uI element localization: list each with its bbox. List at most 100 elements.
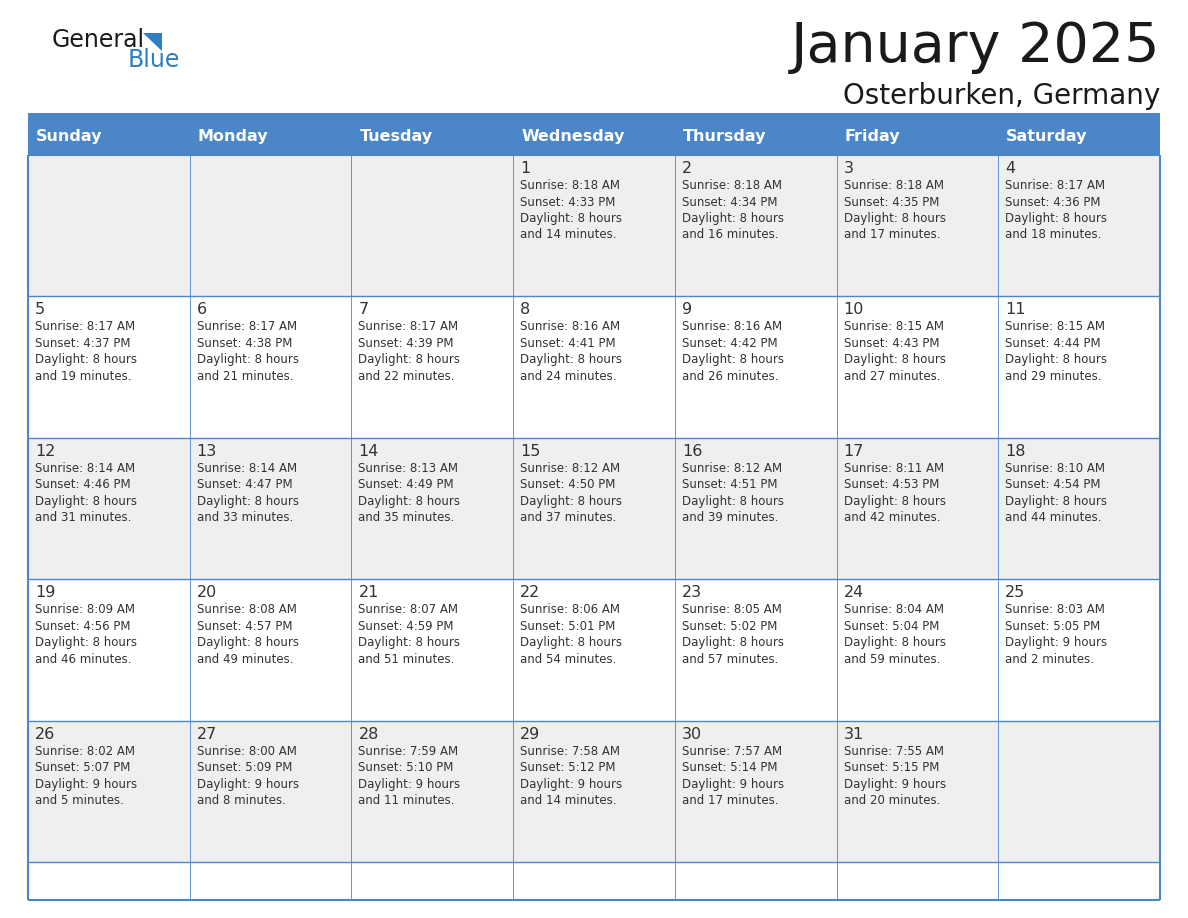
Text: Sunrise: 7:58 AM
Sunset: 5:12 PM
Daylight: 9 hours
and 14 minutes.: Sunrise: 7:58 AM Sunset: 5:12 PM Dayligh… [520, 744, 623, 807]
Text: 25: 25 [1005, 585, 1025, 600]
FancyBboxPatch shape [675, 155, 836, 297]
Text: Sunrise: 7:57 AM
Sunset: 5:14 PM
Daylight: 9 hours
and 17 minutes.: Sunrise: 7:57 AM Sunset: 5:14 PM Dayligh… [682, 744, 784, 807]
Text: 23: 23 [682, 585, 702, 600]
Text: 31: 31 [843, 727, 864, 742]
Text: 9: 9 [682, 302, 691, 318]
Text: 14: 14 [359, 443, 379, 459]
Text: 2: 2 [682, 161, 691, 176]
Text: Wednesday: Wednesday [522, 129, 625, 143]
Text: Sunrise: 8:00 AM
Sunset: 5:09 PM
Daylight: 9 hours
and 8 minutes.: Sunrise: 8:00 AM Sunset: 5:09 PM Dayligh… [197, 744, 299, 807]
FancyBboxPatch shape [190, 438, 352, 579]
Text: Sunrise: 8:12 AM
Sunset: 4:50 PM
Daylight: 8 hours
and 37 minutes.: Sunrise: 8:12 AM Sunset: 4:50 PM Dayligh… [520, 462, 623, 524]
Text: 26: 26 [34, 727, 56, 742]
FancyBboxPatch shape [998, 117, 1159, 155]
Text: Sunrise: 8:16 AM
Sunset: 4:42 PM
Daylight: 8 hours
and 26 minutes.: Sunrise: 8:16 AM Sunset: 4:42 PM Dayligh… [682, 320, 784, 383]
Text: Thursday: Thursday [683, 129, 766, 143]
FancyBboxPatch shape [352, 721, 513, 862]
Text: Sunrise: 8:12 AM
Sunset: 4:51 PM
Daylight: 8 hours
and 39 minutes.: Sunrise: 8:12 AM Sunset: 4:51 PM Dayligh… [682, 462, 784, 524]
FancyBboxPatch shape [836, 721, 998, 862]
FancyBboxPatch shape [675, 117, 836, 155]
FancyBboxPatch shape [29, 579, 190, 721]
Text: 29: 29 [520, 727, 541, 742]
FancyBboxPatch shape [352, 117, 513, 155]
FancyBboxPatch shape [836, 117, 998, 155]
Text: 18: 18 [1005, 443, 1025, 459]
Text: 30: 30 [682, 727, 702, 742]
Text: Sunrise: 8:17 AM
Sunset: 4:36 PM
Daylight: 8 hours
and 18 minutes.: Sunrise: 8:17 AM Sunset: 4:36 PM Dayligh… [1005, 179, 1107, 241]
Text: 16: 16 [682, 443, 702, 459]
FancyBboxPatch shape [998, 438, 1159, 579]
Text: Sunrise: 8:04 AM
Sunset: 5:04 PM
Daylight: 8 hours
and 59 minutes.: Sunrise: 8:04 AM Sunset: 5:04 PM Dayligh… [843, 603, 946, 666]
Text: Sunrise: 8:05 AM
Sunset: 5:02 PM
Daylight: 8 hours
and 57 minutes.: Sunrise: 8:05 AM Sunset: 5:02 PM Dayligh… [682, 603, 784, 666]
Text: 3: 3 [843, 161, 853, 176]
Text: 6: 6 [197, 302, 207, 318]
Text: Sunrise: 8:17 AM
Sunset: 4:38 PM
Daylight: 8 hours
and 21 minutes.: Sunrise: 8:17 AM Sunset: 4:38 PM Dayligh… [197, 320, 298, 383]
Text: Sunrise: 8:03 AM
Sunset: 5:05 PM
Daylight: 9 hours
and 2 minutes.: Sunrise: 8:03 AM Sunset: 5:05 PM Dayligh… [1005, 603, 1107, 666]
FancyBboxPatch shape [675, 438, 836, 579]
Text: Sunrise: 8:09 AM
Sunset: 4:56 PM
Daylight: 8 hours
and 46 minutes.: Sunrise: 8:09 AM Sunset: 4:56 PM Dayligh… [34, 603, 137, 666]
Text: Sunrise: 8:11 AM
Sunset: 4:53 PM
Daylight: 8 hours
and 42 minutes.: Sunrise: 8:11 AM Sunset: 4:53 PM Dayligh… [843, 462, 946, 524]
Text: 8: 8 [520, 302, 530, 318]
FancyBboxPatch shape [190, 579, 352, 721]
FancyBboxPatch shape [836, 297, 998, 438]
Text: Sunrise: 8:15 AM
Sunset: 4:44 PM
Daylight: 8 hours
and 29 minutes.: Sunrise: 8:15 AM Sunset: 4:44 PM Dayligh… [1005, 320, 1107, 383]
FancyBboxPatch shape [190, 117, 352, 155]
FancyBboxPatch shape [190, 721, 352, 862]
Text: Sunrise: 8:06 AM
Sunset: 5:01 PM
Daylight: 8 hours
and 54 minutes.: Sunrise: 8:06 AM Sunset: 5:01 PM Dayligh… [520, 603, 623, 666]
FancyBboxPatch shape [190, 155, 352, 297]
Text: 20: 20 [197, 585, 217, 600]
FancyBboxPatch shape [513, 721, 675, 862]
FancyBboxPatch shape [29, 113, 1159, 117]
Text: Saturday: Saturday [1006, 129, 1088, 143]
Text: 17: 17 [843, 443, 864, 459]
Text: 12: 12 [34, 443, 56, 459]
Text: Sunrise: 8:08 AM
Sunset: 4:57 PM
Daylight: 8 hours
and 49 minutes.: Sunrise: 8:08 AM Sunset: 4:57 PM Dayligh… [197, 603, 298, 666]
Text: January 2025: January 2025 [790, 20, 1159, 74]
Text: Sunrise: 7:55 AM
Sunset: 5:15 PM
Daylight: 9 hours
and 20 minutes.: Sunrise: 7:55 AM Sunset: 5:15 PM Dayligh… [843, 744, 946, 807]
FancyBboxPatch shape [513, 155, 675, 297]
FancyBboxPatch shape [513, 117, 675, 155]
FancyBboxPatch shape [352, 297, 513, 438]
Text: 28: 28 [359, 727, 379, 742]
FancyBboxPatch shape [836, 579, 998, 721]
FancyBboxPatch shape [513, 438, 675, 579]
FancyBboxPatch shape [836, 438, 998, 579]
Text: 7: 7 [359, 302, 368, 318]
Text: 22: 22 [520, 585, 541, 600]
Text: Sunrise: 8:14 AM
Sunset: 4:47 PM
Daylight: 8 hours
and 33 minutes.: Sunrise: 8:14 AM Sunset: 4:47 PM Dayligh… [197, 462, 298, 524]
FancyBboxPatch shape [29, 117, 190, 155]
Text: Sunrise: 8:17 AM
Sunset: 4:37 PM
Daylight: 8 hours
and 19 minutes.: Sunrise: 8:17 AM Sunset: 4:37 PM Dayligh… [34, 320, 137, 383]
Text: Sunrise: 8:02 AM
Sunset: 5:07 PM
Daylight: 9 hours
and 5 minutes.: Sunrise: 8:02 AM Sunset: 5:07 PM Dayligh… [34, 744, 137, 807]
Text: Sunrise: 8:14 AM
Sunset: 4:46 PM
Daylight: 8 hours
and 31 minutes.: Sunrise: 8:14 AM Sunset: 4:46 PM Dayligh… [34, 462, 137, 524]
Text: Sunrise: 8:18 AM
Sunset: 4:34 PM
Daylight: 8 hours
and 16 minutes.: Sunrise: 8:18 AM Sunset: 4:34 PM Dayligh… [682, 179, 784, 241]
Text: 4: 4 [1005, 161, 1016, 176]
Text: Sunrise: 8:10 AM
Sunset: 4:54 PM
Daylight: 8 hours
and 44 minutes.: Sunrise: 8:10 AM Sunset: 4:54 PM Dayligh… [1005, 462, 1107, 524]
FancyBboxPatch shape [836, 155, 998, 297]
Text: Osterburken, Germany: Osterburken, Germany [842, 82, 1159, 110]
Text: 5: 5 [34, 302, 45, 318]
FancyBboxPatch shape [352, 155, 513, 297]
FancyBboxPatch shape [29, 438, 190, 579]
Text: Tuesday: Tuesday [360, 129, 432, 143]
Text: Sunrise: 8:07 AM
Sunset: 4:59 PM
Daylight: 8 hours
and 51 minutes.: Sunrise: 8:07 AM Sunset: 4:59 PM Dayligh… [359, 603, 461, 666]
Text: Sunrise: 8:17 AM
Sunset: 4:39 PM
Daylight: 8 hours
and 22 minutes.: Sunrise: 8:17 AM Sunset: 4:39 PM Dayligh… [359, 320, 461, 383]
FancyBboxPatch shape [513, 297, 675, 438]
FancyBboxPatch shape [29, 721, 190, 862]
Text: 10: 10 [843, 302, 864, 318]
Text: Monday: Monday [197, 129, 268, 143]
Text: Sunrise: 8:18 AM
Sunset: 4:35 PM
Daylight: 8 hours
and 17 minutes.: Sunrise: 8:18 AM Sunset: 4:35 PM Dayligh… [843, 179, 946, 241]
FancyBboxPatch shape [29, 297, 190, 438]
Text: Sunrise: 7:59 AM
Sunset: 5:10 PM
Daylight: 9 hours
and 11 minutes.: Sunrise: 7:59 AM Sunset: 5:10 PM Dayligh… [359, 744, 461, 807]
Text: Sunrise: 8:18 AM
Sunset: 4:33 PM
Daylight: 8 hours
and 14 minutes.: Sunrise: 8:18 AM Sunset: 4:33 PM Dayligh… [520, 179, 623, 241]
Text: 21: 21 [359, 585, 379, 600]
Text: Sunday: Sunday [36, 129, 102, 143]
FancyBboxPatch shape [352, 579, 513, 721]
Text: Sunrise: 8:16 AM
Sunset: 4:41 PM
Daylight: 8 hours
and 24 minutes.: Sunrise: 8:16 AM Sunset: 4:41 PM Dayligh… [520, 320, 623, 383]
Text: 1: 1 [520, 161, 530, 176]
Text: Sunrise: 8:15 AM
Sunset: 4:43 PM
Daylight: 8 hours
and 27 minutes.: Sunrise: 8:15 AM Sunset: 4:43 PM Dayligh… [843, 320, 946, 383]
FancyBboxPatch shape [675, 579, 836, 721]
Text: General: General [52, 28, 145, 52]
FancyBboxPatch shape [998, 297, 1159, 438]
Text: 24: 24 [843, 585, 864, 600]
Text: 13: 13 [197, 443, 217, 459]
